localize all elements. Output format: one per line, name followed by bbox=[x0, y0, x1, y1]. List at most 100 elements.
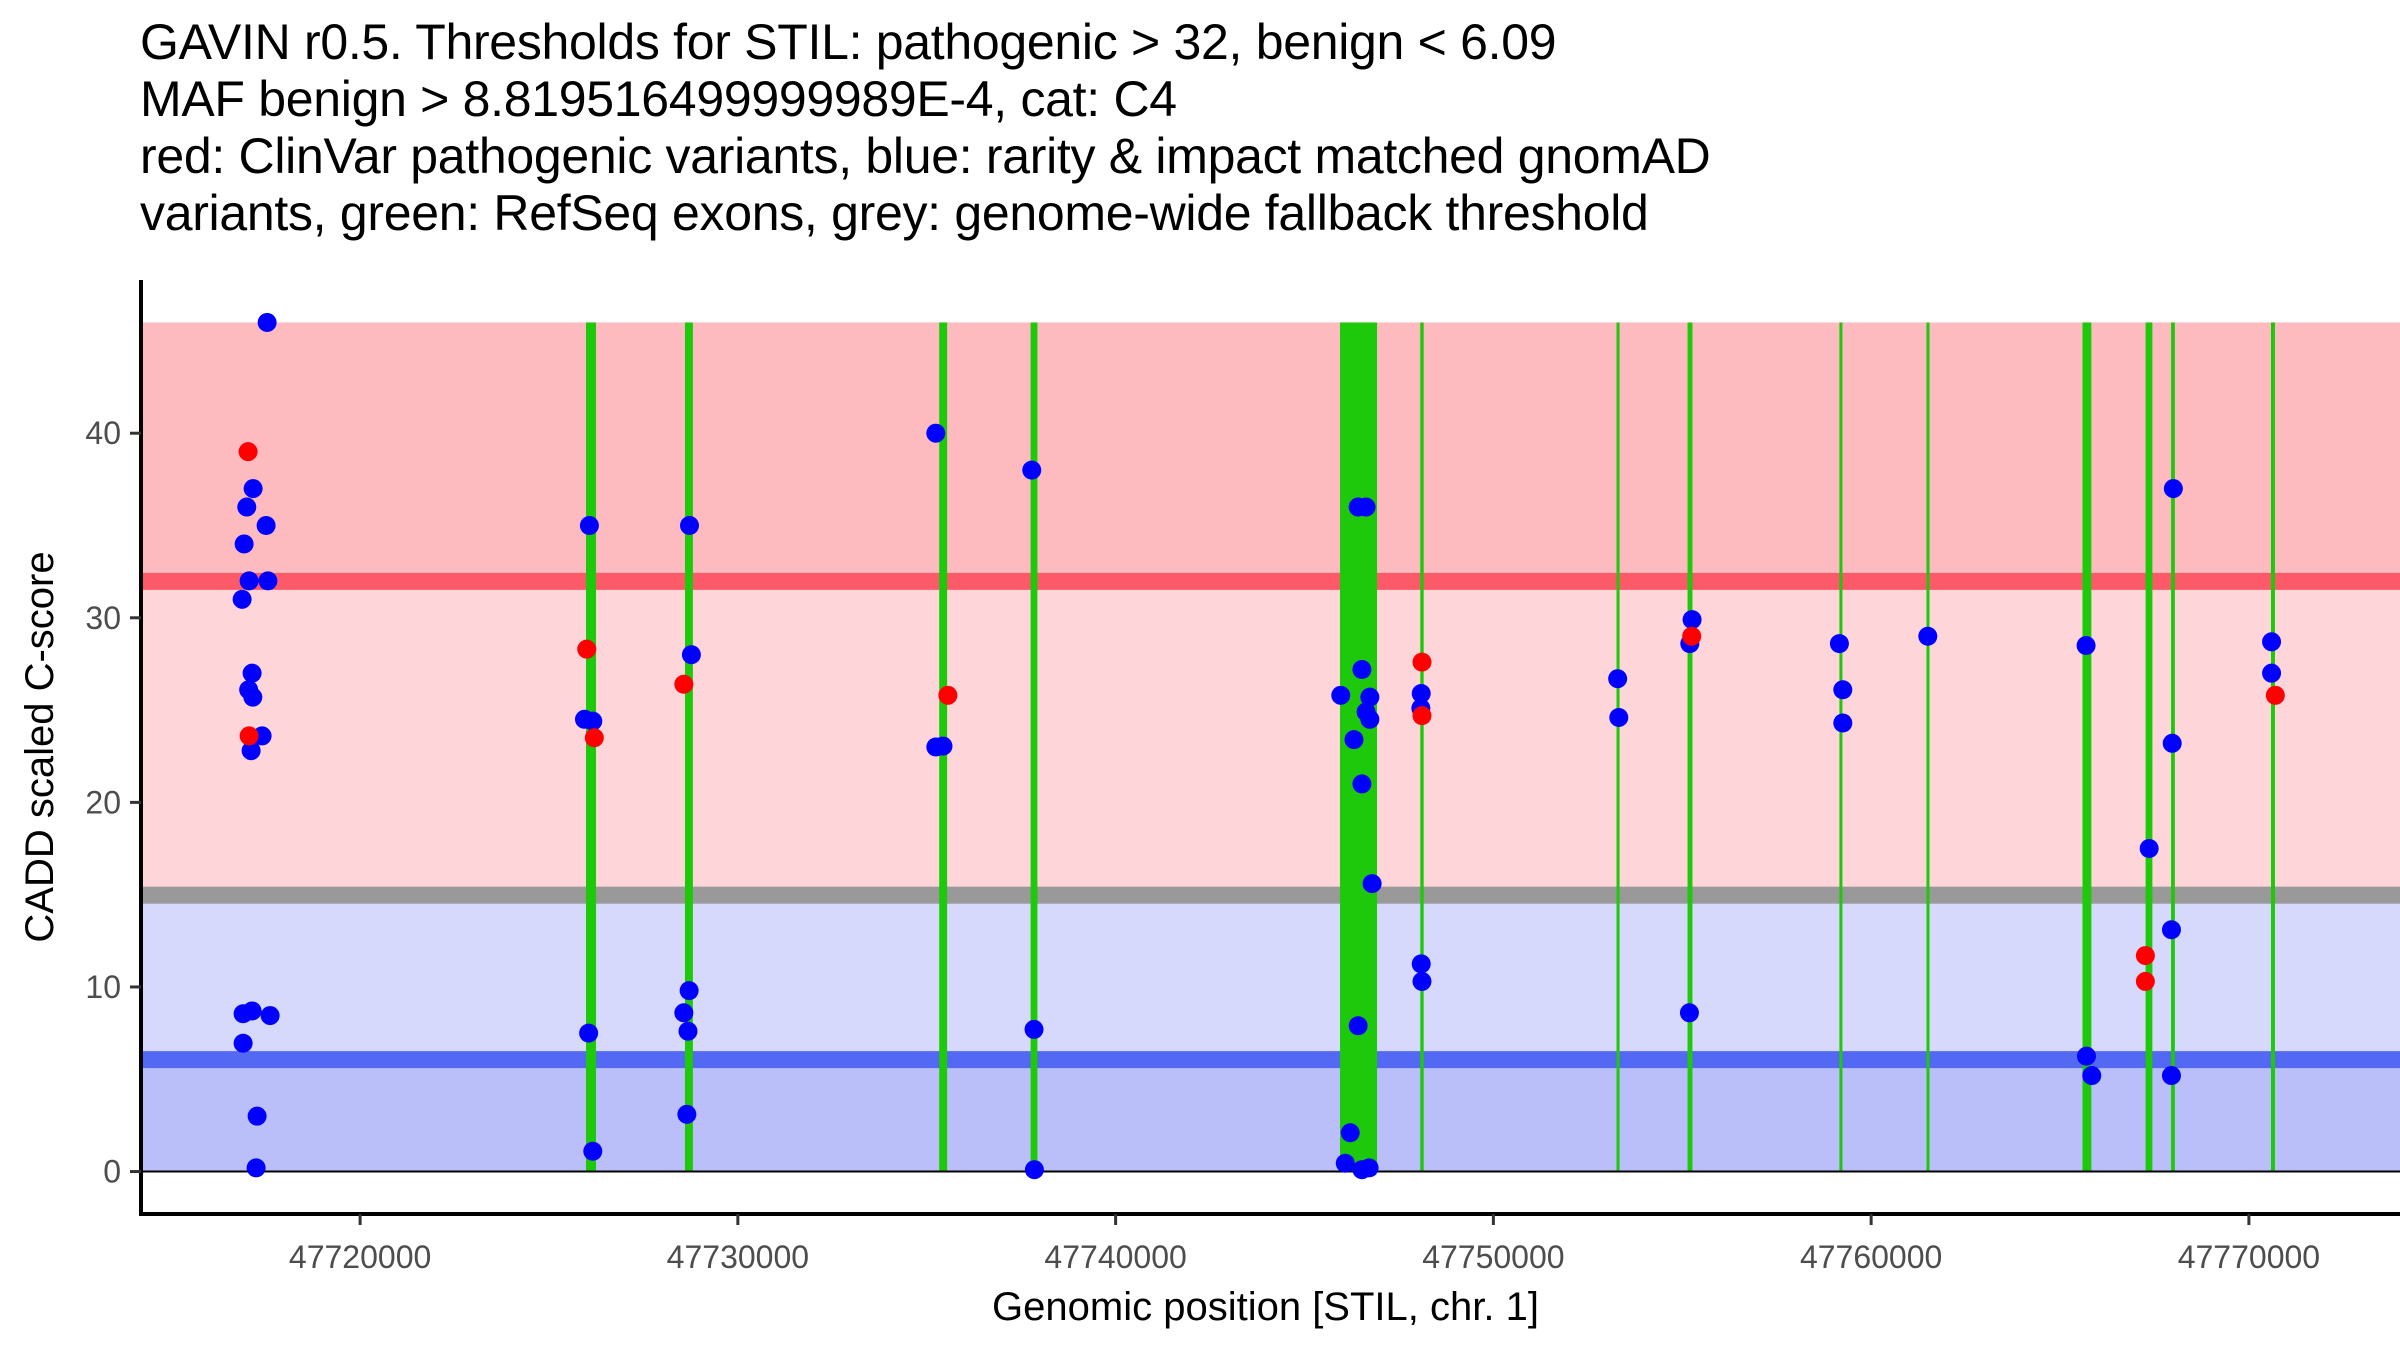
threshold-lines bbox=[141, 572, 2400, 1069]
clinvar-point bbox=[1412, 706, 1432, 726]
clinvar-point bbox=[938, 685, 958, 705]
gnomad-point bbox=[247, 1106, 267, 1126]
gnomad-point bbox=[1340, 1123, 1360, 1143]
benign-threshold-line bbox=[141, 1051, 2400, 1069]
gnomad-point bbox=[1331, 685, 1351, 705]
clinvar-point bbox=[239, 726, 259, 746]
exon-bar bbox=[2082, 322, 2092, 1172]
gnomad-point bbox=[926, 423, 946, 443]
gnomad-point bbox=[1348, 1016, 1368, 1036]
gnomad-point bbox=[1356, 497, 1376, 517]
gnomad-point bbox=[237, 497, 257, 517]
title-line-2: MAF benign > 8.819516499999989E-4, cat: … bbox=[140, 71, 1177, 127]
gnomad-point bbox=[1833, 713, 1853, 733]
gnomad-point bbox=[1344, 730, 1364, 750]
gnomad-point bbox=[1411, 954, 1431, 974]
gnomad-point bbox=[242, 663, 262, 683]
gnomad-point bbox=[579, 1023, 599, 1043]
gnomad-point bbox=[1609, 707, 1629, 727]
gnomad-point bbox=[2262, 632, 2282, 652]
y-axis-ticks: 0 10 20 30 40 bbox=[85, 415, 141, 1190]
y-tick-label: 0 bbox=[103, 1154, 121, 1190]
gnomad-point bbox=[242, 1001, 262, 1021]
x-tick-label: 47740000 bbox=[1044, 1239, 1186, 1275]
gnomad-point bbox=[1024, 1160, 1044, 1180]
gnomad-point bbox=[678, 1021, 698, 1041]
y-tick-label: 30 bbox=[85, 600, 121, 636]
gnomad-point bbox=[677, 1104, 697, 1124]
pathogenic-region bbox=[141, 322, 2400, 581]
gnomad-point bbox=[2082, 1066, 2102, 1086]
gnomad-point bbox=[2076, 635, 2096, 655]
clinvar-point bbox=[674, 674, 694, 694]
above-fallback-region bbox=[141, 580, 2400, 895]
x-tick-label: 47770000 bbox=[2178, 1239, 2320, 1275]
gnomad-point bbox=[681, 645, 701, 665]
gnomad-point bbox=[232, 589, 252, 609]
gnomad-point bbox=[674, 1003, 694, 1023]
gnomad-point bbox=[680, 515, 700, 535]
x-tick-label: 47730000 bbox=[667, 1239, 809, 1275]
title-line-1: GAVIN r0.5. Thresholds for STIL: pathoge… bbox=[140, 14, 1557, 70]
gnomad-point bbox=[239, 571, 259, 591]
gnomad-point bbox=[243, 479, 263, 499]
gnomad-point bbox=[234, 534, 254, 554]
exon-bar bbox=[1616, 322, 1620, 1172]
clinvar-point bbox=[577, 639, 597, 659]
gnomad-point bbox=[583, 711, 603, 731]
exon-bar bbox=[684, 322, 693, 1172]
exon-bar bbox=[1030, 322, 1038, 1172]
gnomad-point bbox=[243, 687, 263, 707]
gnomad-point bbox=[1679, 1003, 1699, 1023]
chart-title: GAVIN r0.5. Thresholds for STIL: pathoge… bbox=[140, 14, 1711, 242]
clinvar-point bbox=[1682, 626, 1702, 646]
y-axis-title: CADD scaled C-score bbox=[18, 551, 62, 942]
exon-bar bbox=[586, 322, 597, 1172]
gnomad-point bbox=[2163, 479, 2183, 499]
gnomad-point bbox=[258, 571, 278, 591]
pathogenic-threshold-line bbox=[141, 572, 2400, 590]
y-tick-label: 20 bbox=[85, 784, 121, 820]
gnomad-point bbox=[246, 1158, 266, 1178]
gnomad-point bbox=[933, 736, 953, 756]
gnomad-point bbox=[1411, 683, 1431, 703]
threshold-bands bbox=[141, 322, 2400, 1172]
exon-bar bbox=[1926, 322, 1930, 1172]
x-tick-label: 47720000 bbox=[289, 1239, 431, 1275]
exon-bar bbox=[1687, 322, 1693, 1172]
gnomad-point bbox=[1360, 687, 1380, 707]
axes bbox=[139, 280, 2400, 1216]
gnomad-point bbox=[1024, 1019, 1044, 1039]
fallback-threshold-line bbox=[141, 886, 2400, 904]
exon-bar bbox=[2270, 322, 2275, 1172]
gnomad-point bbox=[1359, 1158, 1379, 1178]
clinvar-point bbox=[238, 442, 258, 462]
y-tick-label: 10 bbox=[85, 969, 121, 1005]
title-line-4: variants, green: RefSeq exons, grey: gen… bbox=[140, 185, 1649, 241]
gnomad-point bbox=[583, 1141, 603, 1161]
gnomad-point bbox=[260, 1006, 280, 1026]
gnomad-point bbox=[1360, 709, 1380, 729]
gnomad-point bbox=[2139, 839, 2159, 859]
below-fallback-region bbox=[141, 894, 2400, 1060]
gnomad-point bbox=[1412, 971, 1432, 991]
clinvar-point bbox=[584, 728, 604, 748]
gnomad-point bbox=[1335, 1153, 1355, 1173]
gnomad-point bbox=[1362, 874, 1382, 894]
clinvar-point bbox=[2265, 685, 2285, 705]
gnomad-point bbox=[1682, 610, 1702, 630]
gnomad-point bbox=[233, 1033, 253, 1053]
clinvar-point bbox=[1412, 652, 1432, 672]
gnomad-point bbox=[2161, 920, 2181, 940]
clinvar-point bbox=[2135, 971, 2155, 991]
gnomad-point bbox=[1918, 626, 1938, 646]
exon-bar bbox=[1839, 322, 1843, 1172]
gnomad-point bbox=[1352, 774, 1372, 794]
x-axis-ticks: 47720000 47730000 47740000 47750000 47760000… bbox=[289, 1214, 2320, 1275]
gnomad-point bbox=[2262, 663, 2282, 683]
gnomad-point bbox=[1608, 669, 1628, 689]
x-tick-label: 47750000 bbox=[1422, 1239, 1564, 1275]
x-axis-title: Genomic position [STIL, chr. 1] bbox=[992, 1285, 1539, 1329]
gnomad-point bbox=[257, 312, 277, 332]
